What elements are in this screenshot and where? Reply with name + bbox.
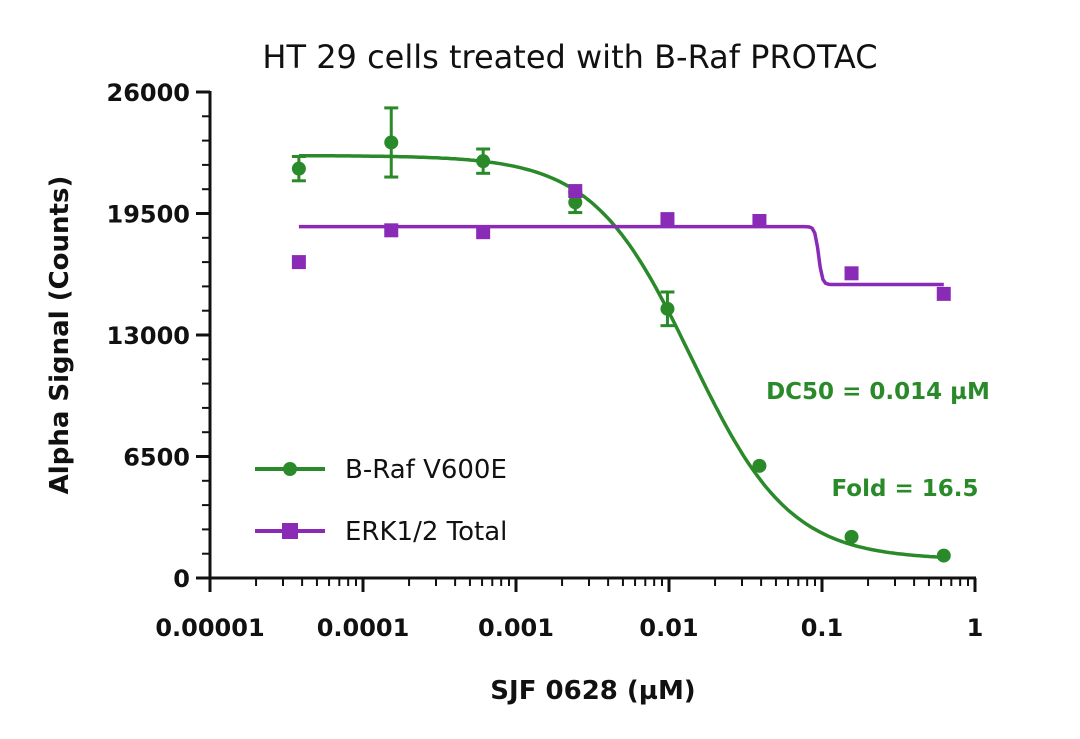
x-tick-label: 0.001	[478, 614, 554, 642]
data-point-braf	[660, 301, 675, 316]
legend-item-erk: ERK1/2 Total	[255, 517, 507, 547]
chart-title: HT 29 cells treated with B-Raf PROTAC	[262, 38, 877, 76]
data-point-erk	[660, 212, 675, 227]
x-tick-label: 0.0001	[317, 614, 410, 642]
data-point-braf	[752, 458, 767, 473]
data-point-braf	[936, 548, 951, 563]
y-tick-label: 19500	[107, 201, 191, 229]
fit-curve-erk	[298, 224, 944, 287]
data-point-braf	[384, 135, 399, 150]
data-point-erk	[936, 286, 951, 301]
y-tick-label: 0	[173, 565, 190, 593]
legend-marker-erk	[282, 523, 298, 539]
legend-label-erk: ERK1/2 Total	[345, 517, 507, 547]
data-marks-layer	[291, 106, 951, 563]
y-tick-label: 6500	[123, 444, 190, 472]
data-point-erk	[291, 255, 306, 270]
data-point-erk	[476, 225, 491, 240]
x-tick-label: 1	[967, 614, 984, 642]
fit-curve-braf	[298, 153, 944, 560]
legend-item-braf: B-Raf V600E	[255, 455, 507, 485]
y-tick-label: 13000	[107, 322, 191, 350]
data-point-erk	[752, 213, 767, 228]
x-axis-title: SJF 0628 (µM)	[490, 676, 695, 706]
data-point-braf	[568, 195, 583, 210]
x-tick-label: 0.1	[801, 614, 844, 642]
data-point-erk	[568, 184, 583, 199]
x-tick-label: 0.00001	[155, 614, 264, 642]
y-tick-label: 26000	[107, 79, 191, 107]
data-point-erk	[384, 223, 399, 238]
y-axis-title: Alpha Signal (Counts)	[45, 176, 75, 495]
data-point-braf	[476, 154, 491, 169]
axes-layer: 0 6500 13000 19500 26000 0.00001 0.0001 0.001 0.…	[107, 79, 984, 642]
dc50-annotation: DC50 = 0.014 µM	[766, 379, 990, 405]
legend-marker-braf	[283, 462, 297, 476]
data-point-braf	[291, 161, 306, 176]
legend: B-Raf V600E ERK1/2 Total	[255, 455, 507, 547]
x-tick-label: 0.01	[639, 614, 698, 642]
data-point-braf	[844, 529, 859, 544]
fit-curves-layer	[298, 153, 944, 560]
data-point-erk	[844, 266, 859, 281]
legend-label-braf: B-Raf V600E	[345, 455, 507, 485]
fold-annotation: Fold = 16.5	[832, 476, 979, 502]
